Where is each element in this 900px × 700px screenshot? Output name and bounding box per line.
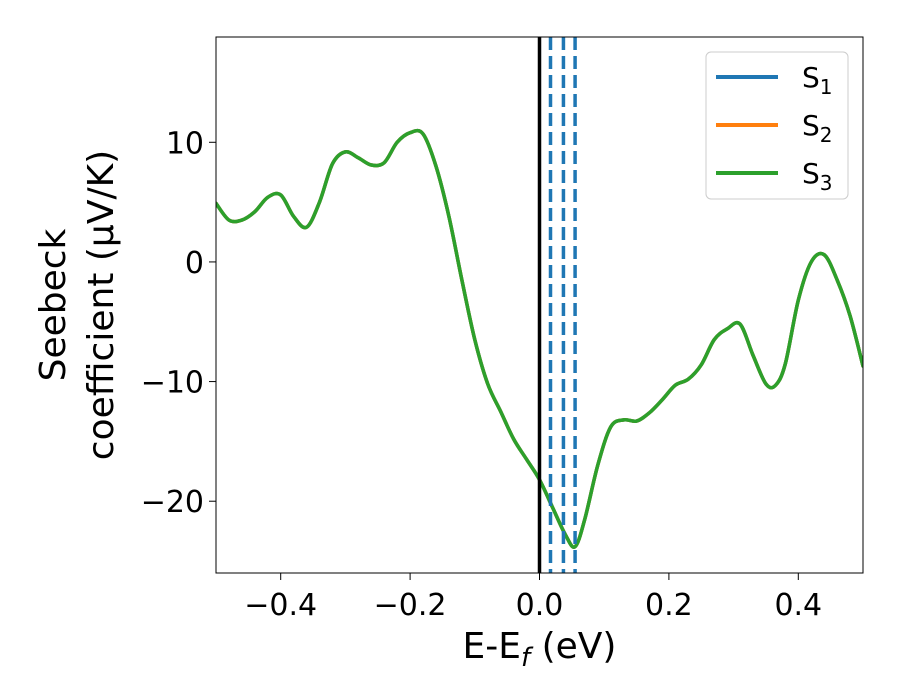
x-axis-label: E-Ef (eV) [463,626,617,673]
legend-label-sub: 1 [820,75,833,99]
x-axis-label-tail: (eV) [530,626,616,667]
x-tick-label: 0.4 [774,588,822,623]
y-tick-label: −10 [141,366,204,401]
axes: −0.4 −0.2 0.0 0.2 0.4 −20 −10 0 10 E-Ef (eV) Seebe… [33,36,864,673]
y-tick-label: 10 [166,126,204,161]
y-axis-label-line-1: Seebeck [33,228,74,381]
legend-label-main: S [802,61,820,94]
x-tick-label: 0.2 [645,588,693,623]
x-tick-label: 0.0 [516,588,564,623]
legend-label-s2: S2 [802,109,833,147]
series-line-s3 [216,128,863,549]
plot-area [216,37,863,573]
legend-label-sub: 3 [820,171,833,195]
legend-label-s1: S1 [802,61,833,99]
legend-label-main: S [802,109,820,142]
legend-label-s3: S3 [802,157,833,195]
x-tick-label: −0.2 [374,588,447,623]
y-axis-label-line-2: coefficient (μV/K) [81,150,122,460]
x-tick-label: −0.4 [244,588,317,623]
y-tick-label: −20 [141,485,204,520]
legend-label-main: S [802,157,820,190]
x-axis-label-main: E-E [463,626,521,667]
y-tick-label: 0 [185,246,204,281]
legend-label-sub: 2 [820,123,833,147]
